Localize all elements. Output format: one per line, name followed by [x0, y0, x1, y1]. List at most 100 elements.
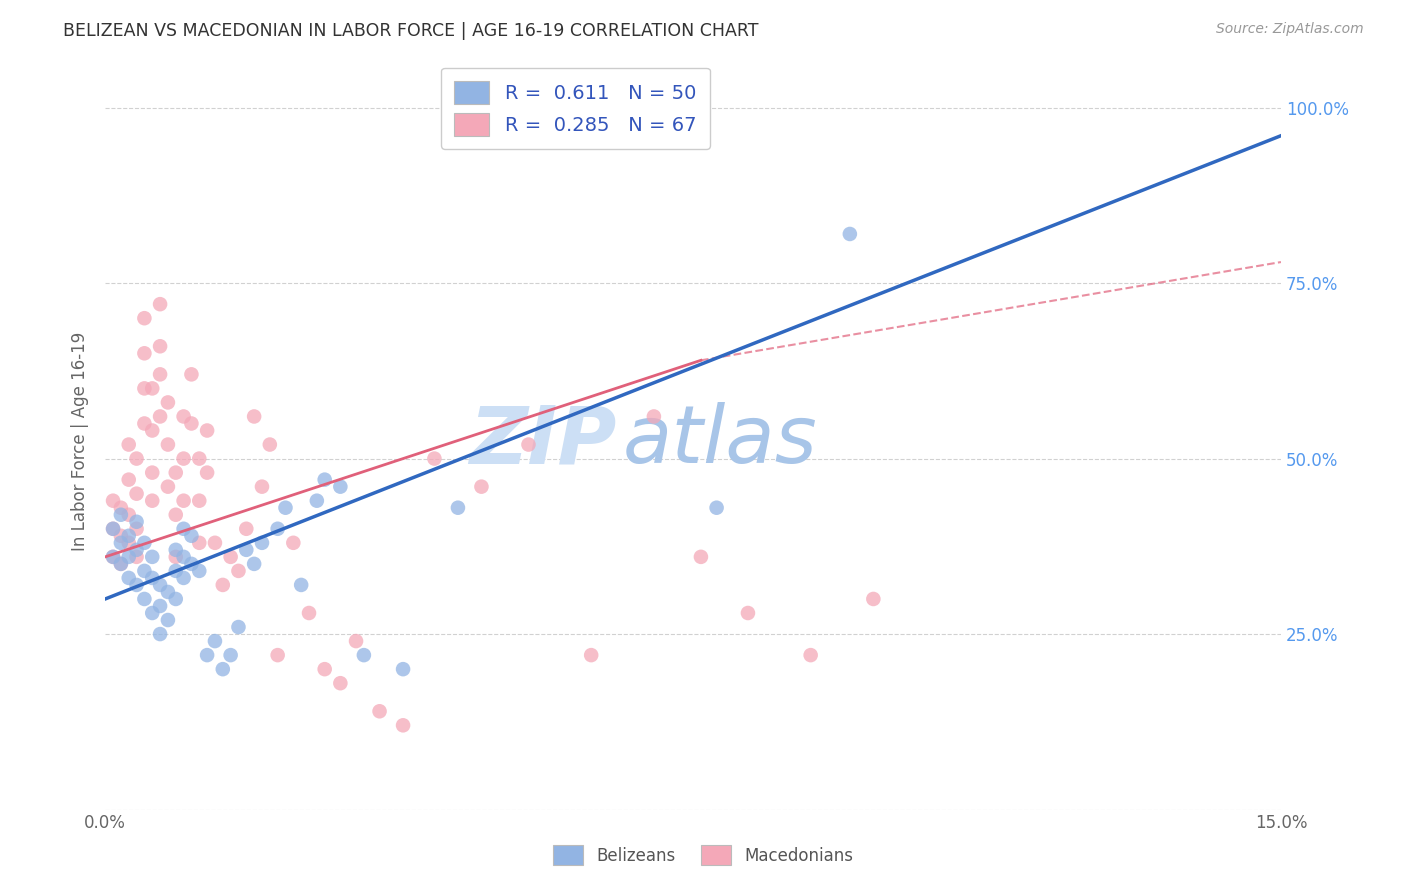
Point [274, 500, 297, 515]
Point [118, 508, 141, 522]
Point [219, 648, 242, 662]
Point [470, 480, 492, 494]
Point [195, 648, 218, 662]
Point [165, 564, 187, 578]
Point [180, 529, 202, 543]
Point [235, 542, 257, 557]
Point [149, 368, 172, 382]
Legend: Belizeans, Macedonians: Belizeans, Macedonians [543, 836, 863, 875]
Point [165, 466, 187, 480]
Point [579, 648, 602, 662]
Point [211, 578, 233, 592]
Point [266, 648, 288, 662]
Point [118, 549, 141, 564]
Point [204, 536, 226, 550]
Point [134, 536, 156, 550]
Point [141, 606, 163, 620]
Point [125, 486, 148, 500]
Point [125, 515, 148, 529]
Point [447, 500, 470, 515]
Point [353, 648, 375, 662]
Point [165, 508, 187, 522]
Point [290, 578, 312, 592]
Point [141, 549, 163, 564]
Point [141, 571, 163, 585]
Point [228, 620, 250, 634]
Point [149, 599, 172, 613]
Point [392, 718, 415, 732]
Point [188, 493, 211, 508]
Point [125, 451, 148, 466]
Point [180, 417, 202, 431]
Point [204, 634, 226, 648]
Point [329, 676, 352, 690]
Point [101, 522, 124, 536]
Point [110, 508, 132, 522]
Point [180, 368, 202, 382]
Point [141, 424, 163, 438]
Point [110, 529, 132, 543]
Legend: R =  0.611   N = 50, R =  0.285   N = 67: R = 0.611 N = 50, R = 0.285 N = 67 [441, 68, 710, 149]
Point [118, 529, 141, 543]
Point [392, 662, 415, 676]
Point [235, 522, 257, 536]
Point [110, 536, 132, 550]
Point [118, 536, 141, 550]
Point [250, 480, 273, 494]
Point [173, 571, 195, 585]
Point [125, 549, 148, 564]
Point [149, 627, 172, 641]
Point [195, 466, 218, 480]
Point [125, 542, 148, 557]
Point [344, 634, 367, 648]
Point [141, 466, 163, 480]
Point [188, 536, 211, 550]
Point [118, 473, 141, 487]
Point [149, 297, 172, 311]
Point [165, 549, 187, 564]
Point [266, 522, 288, 536]
Point [862, 591, 884, 606]
Point [125, 522, 148, 536]
Point [838, 227, 860, 241]
Point [188, 451, 211, 466]
Point [517, 437, 540, 451]
Point [134, 381, 156, 395]
Point [149, 409, 172, 424]
Point [329, 480, 352, 494]
Point [156, 613, 179, 627]
Point [250, 536, 273, 550]
Point [101, 549, 124, 564]
Point [314, 473, 336, 487]
Point [368, 704, 391, 718]
Point [134, 346, 156, 360]
Point [173, 451, 195, 466]
Point [737, 606, 759, 620]
Point [259, 437, 281, 451]
Point [690, 549, 713, 564]
Point [298, 606, 321, 620]
Point [173, 549, 195, 564]
Point [800, 648, 823, 662]
Point [149, 578, 172, 592]
Point [305, 493, 328, 508]
Point [110, 557, 132, 571]
Point [101, 493, 124, 508]
Point [173, 522, 195, 536]
Point [195, 424, 218, 438]
Point [188, 564, 211, 578]
Text: ZIP: ZIP [470, 402, 617, 480]
Point [156, 437, 179, 451]
Point [165, 542, 187, 557]
Point [118, 437, 141, 451]
Point [141, 493, 163, 508]
Point [149, 339, 172, 353]
Point [643, 409, 665, 424]
Point [283, 536, 305, 550]
Point [228, 564, 250, 578]
Text: BELIZEAN VS MACEDONIAN IN LABOR FORCE | AGE 16-19 CORRELATION CHART: BELIZEAN VS MACEDONIAN IN LABOR FORCE | … [63, 22, 759, 40]
Point [706, 500, 728, 515]
Point [243, 409, 266, 424]
Y-axis label: In Labor Force | Age 16-19: In Labor Force | Age 16-19 [72, 332, 89, 550]
Point [101, 522, 124, 536]
